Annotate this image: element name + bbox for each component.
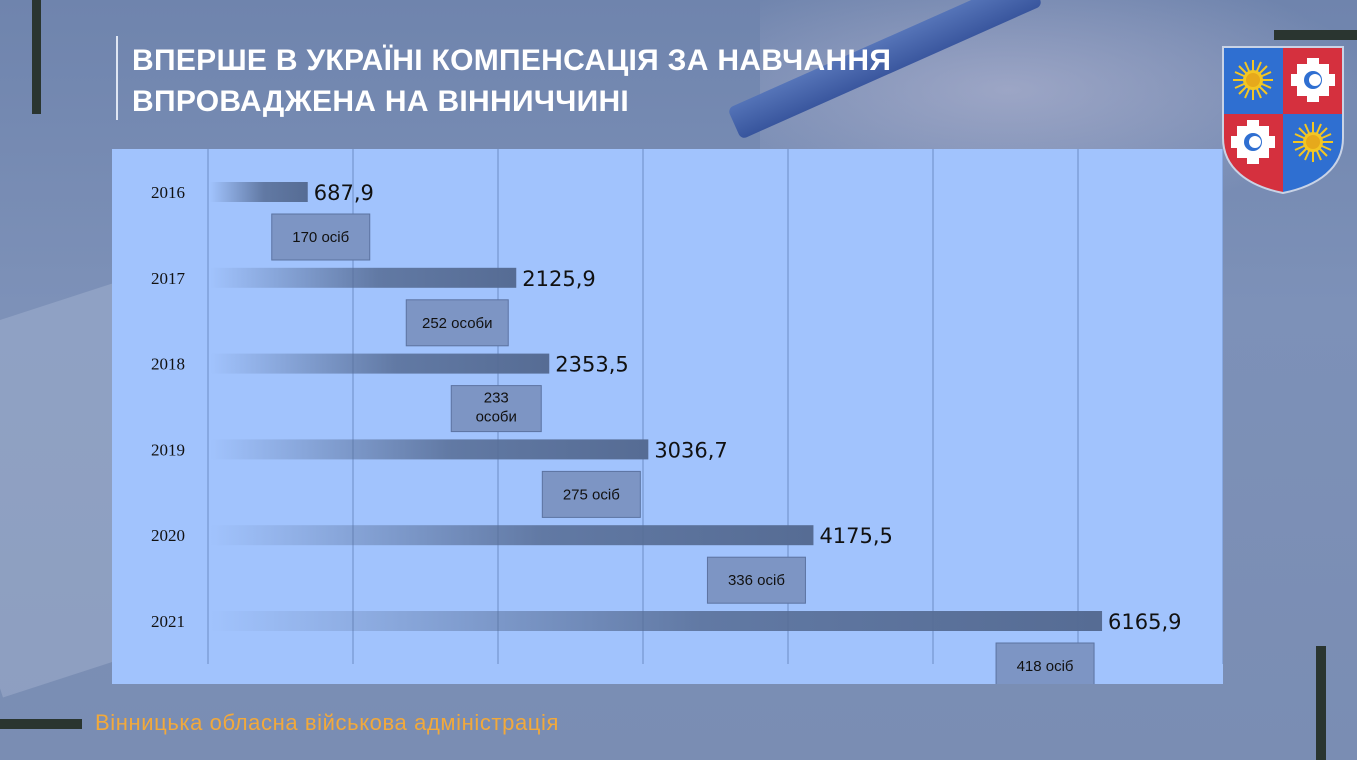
category-label: 2017 <box>151 269 186 288</box>
bar <box>210 525 814 546</box>
people-count-badge: 252 особи <box>405 299 509 347</box>
decor-bar-top-right <box>1274 30 1357 40</box>
people-count-badge: 336 осіб <box>706 556 806 604</box>
category-label: 2016 <box>151 183 185 202</box>
value-label: 2125,9 <box>522 267 595 291</box>
bar <box>210 611 1103 631</box>
people-count-label: 170 осіб <box>292 229 349 246</box>
title-line-1: ВПЕРШЕ В УКРАЇНІ КОМПЕНСАЦІЯ ЗА НАВЧАННЯ <box>132 44 892 77</box>
bar <box>210 267 517 288</box>
category-label: 2018 <box>151 355 185 374</box>
bar <box>210 353 550 374</box>
value-label: 687,9 <box>314 181 374 205</box>
people-count-label: 336 осіб <box>728 572 785 589</box>
bar-chart: 2016 687,9 170 осіб 2017 2125,9 252 особи 2018… <box>151 149 1223 684</box>
people-count-label: особи <box>476 409 517 426</box>
value-label: 4175,5 <box>819 524 892 548</box>
bar <box>210 439 649 460</box>
people-count-badge: 275 осіб <box>541 470 641 518</box>
category-label: 2021 <box>151 612 185 631</box>
people-count-label: 275 осіб <box>563 486 620 503</box>
title-rule <box>116 36 118 120</box>
bar <box>210 182 308 202</box>
value-label: 6165,9 <box>1108 610 1181 634</box>
people-count-label: 252 особи <box>422 315 493 332</box>
decor-bar-bottom-left <box>0 719 82 729</box>
people-count-label: 418 осіб <box>1017 658 1074 675</box>
value-label: 3036,7 <box>654 438 727 462</box>
people-count-label: 233 <box>484 390 509 407</box>
page-title: ВПЕРШЕ В УКРАЇНІ КОМПЕНСАЦІЯ ЗА НАВЧАННЯ… <box>132 40 952 122</box>
people-count-badge: 418 осіб <box>995 642 1095 684</box>
category-label: 2020 <box>151 526 185 545</box>
value-label: 2353,5 <box>555 353 628 377</box>
decor-bar-bottom-right <box>1316 646 1326 760</box>
chart-panel: 2016 687,9 170 осіб 2017 2125,9 252 особи 2018… <box>112 149 1223 684</box>
footer-organization: Вінницька обласна військова адміністраці… <box>95 710 559 735</box>
coat-of-arms-icon <box>1222 46 1344 194</box>
title-line-2: ВПРОВАДЖЕНА НА ВІННИЧЧИНІ <box>132 85 630 118</box>
category-label: 2019 <box>151 440 185 459</box>
decor-bar-top-left <box>32 0 41 114</box>
people-count-badge: 233 особи <box>450 385 542 433</box>
people-count-badge: 170 осіб <box>271 213 371 261</box>
